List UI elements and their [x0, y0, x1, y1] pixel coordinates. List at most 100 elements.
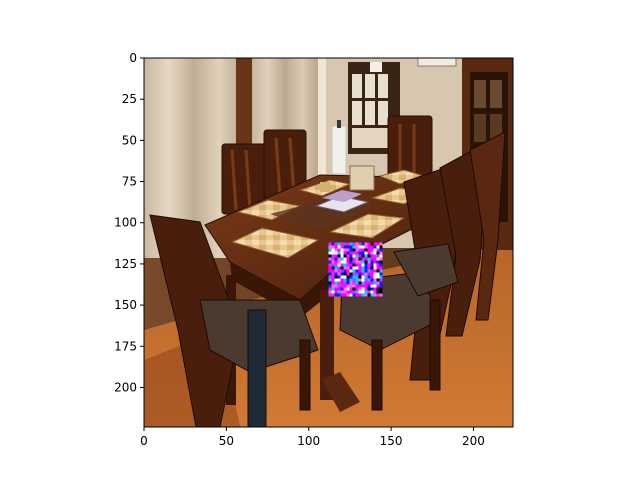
noise-pixel — [328, 293, 332, 297]
noise-pixel — [364, 260, 368, 264]
noise-pixel — [358, 281, 362, 285]
noise-pixel — [340, 269, 344, 273]
noise-pixel — [367, 257, 371, 261]
noise-pixel — [355, 293, 359, 297]
noise-pixel — [361, 242, 365, 246]
noise-pixel — [367, 254, 371, 258]
noise-pixel — [370, 287, 374, 291]
noise-pixel — [340, 245, 344, 249]
noise-pixel — [370, 272, 374, 276]
noise-pixel — [361, 254, 365, 258]
front-chairs — [149, 131, 506, 427]
noise-pixel — [367, 248, 371, 252]
y-tick-label: 0 — [129, 51, 137, 65]
noise-pixel — [376, 257, 380, 261]
noise-pixel — [340, 275, 344, 279]
noise-pixel — [370, 290, 374, 294]
noise-pixel — [331, 245, 335, 249]
noise-pixel — [367, 281, 371, 285]
noise-pixel — [358, 242, 362, 246]
noise-pixel — [331, 281, 335, 285]
noise-pixel — [349, 263, 353, 267]
noise-pixel — [334, 269, 338, 273]
noise-pixel — [343, 290, 347, 294]
noise-pixel — [358, 272, 362, 276]
noise-pixel — [346, 284, 350, 288]
noise-pixel — [379, 260, 383, 264]
noise-pixel — [370, 266, 374, 270]
noise-pixel — [364, 269, 368, 273]
noise-pixel — [346, 245, 350, 249]
noise-pixel — [358, 269, 362, 273]
noise-pixel — [364, 242, 368, 246]
noise-pixel — [337, 245, 341, 249]
noise-pixel — [346, 266, 350, 270]
noise-pixel — [337, 257, 341, 261]
noise-pixel — [346, 272, 350, 276]
noise-pixel — [373, 293, 377, 297]
noise-pixel — [364, 284, 368, 288]
noise-pixel — [367, 287, 371, 291]
noise-pixel — [364, 281, 368, 285]
noise-pixel — [343, 287, 347, 291]
y-tick-label: 25 — [122, 92, 137, 106]
noise-pixel — [373, 281, 377, 285]
noise-pixel — [349, 281, 353, 285]
noise-pixel — [346, 242, 350, 246]
noise-pixel — [370, 278, 374, 282]
noise-pixel — [343, 251, 347, 255]
noise-pixel — [355, 284, 359, 288]
noise-pixel — [355, 287, 359, 291]
noise-pixel — [373, 242, 377, 246]
noise-pixel — [364, 266, 368, 270]
y-tick-label: 200 — [114, 380, 137, 394]
noise-pixel — [343, 278, 347, 282]
noise-pixel — [358, 248, 362, 252]
noise-pixel — [361, 269, 365, 273]
noise-pixel — [328, 254, 332, 258]
noise-pixel — [373, 254, 377, 258]
noise-pixel — [331, 275, 335, 279]
noise-pixel — [328, 248, 332, 252]
noise-pixel — [337, 284, 341, 288]
noise-pixel — [379, 266, 383, 270]
noise-pixel — [340, 254, 344, 258]
noise-pixel — [376, 254, 380, 258]
noise-pixel — [343, 269, 347, 273]
noise-pixel — [379, 281, 383, 285]
noise-pixel — [343, 275, 347, 279]
x-tick-label: 150 — [380, 434, 403, 448]
noise-pixel — [334, 284, 338, 288]
y-tick-label: 50 — [122, 133, 137, 147]
noise-pixel — [355, 254, 359, 258]
noise-pixel — [361, 287, 365, 291]
noise-pixel — [361, 284, 365, 288]
noise-pixel — [343, 248, 347, 252]
noise-pixel — [331, 263, 335, 267]
noise-pixel — [361, 251, 365, 255]
noise-pixel — [373, 272, 377, 276]
noise-pixel — [373, 251, 377, 255]
noise-pixel — [367, 290, 371, 294]
noise-pixel — [337, 269, 341, 273]
noise-pixel — [349, 269, 353, 273]
noise-pixel — [331, 284, 335, 288]
noise-pixel — [346, 254, 350, 258]
noise-pixel — [376, 275, 380, 279]
noise-pixel — [340, 257, 344, 261]
noise-pixel — [352, 263, 356, 267]
noise-pixel — [379, 272, 383, 276]
noise-pixel — [334, 254, 338, 258]
noise-pixel — [337, 260, 341, 264]
noise-pixel — [373, 269, 377, 273]
noise-pixel — [364, 263, 368, 267]
noise-pixel — [331, 269, 335, 273]
noise-pixel — [346, 251, 350, 255]
x-tick-label: 0 — [140, 434, 148, 448]
noise-pixel — [355, 242, 359, 246]
noise-pixel — [340, 260, 344, 264]
noise-pixel — [373, 278, 377, 282]
noise-pixel — [337, 293, 341, 297]
noise-pixel — [349, 284, 353, 288]
